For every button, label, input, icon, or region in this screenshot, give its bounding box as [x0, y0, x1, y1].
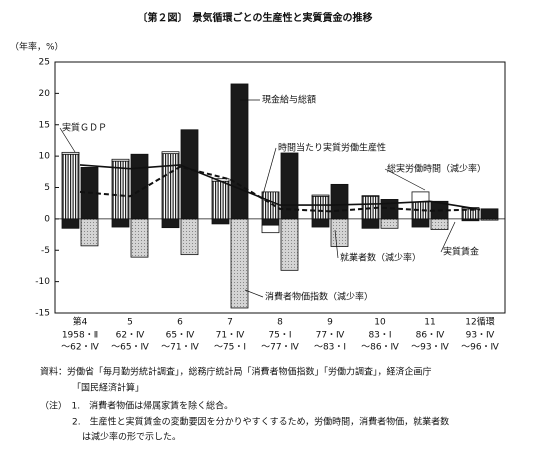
leader-line: [261, 147, 277, 199]
bar: [261, 218, 280, 226]
x-tick-period: 65・Ⅳ: [166, 331, 195, 341]
y-axis-label: （年率，%）: [10, 41, 64, 53]
note: 「国民経済計算」: [72, 382, 144, 394]
x-tick-label: 12循環: [465, 316, 494, 328]
x-tick-period: ～86・Ⅳ: [361, 343, 399, 353]
bar: [211, 180, 230, 220]
bar: [61, 151, 80, 155]
x-tick-period: ～62・Ⅳ: [61, 343, 99, 353]
bar: [380, 218, 399, 229]
bar: [111, 160, 130, 220]
x-tick-period: 83・Ⅰ: [368, 331, 391, 341]
series-label: 現金給与総額: [262, 94, 316, 106]
leader-line: [59, 127, 76, 153]
x-tick-period: 93・Ⅳ: [466, 331, 495, 341]
leader-line: [334, 229, 339, 259]
note: 資料：労働省「毎月勤労統計調査」，総務庁統計局「消費者物価指数」「労働力調査」，…: [40, 366, 432, 378]
x-tick-period: 77・Ⅳ: [316, 331, 345, 341]
x-tick-label: 第4: [73, 316, 88, 328]
bar: [411, 191, 430, 203]
x-tick-period: 1958・Ⅱ: [62, 331, 98, 341]
bar: [80, 218, 99, 247]
bar: [230, 83, 249, 220]
x-tick-period: 86・Ⅳ: [416, 331, 445, 341]
bar: [311, 195, 330, 220]
x-tick-period: 71・Ⅳ: [216, 331, 245, 341]
x-tick-period: ～71・Ⅳ: [161, 343, 199, 353]
bar: [330, 183, 349, 220]
x-tick-period: 62・Ⅳ: [116, 331, 145, 341]
leader-line: [384, 168, 426, 191]
bar: [180, 129, 199, 220]
bar: [311, 194, 330, 197]
bar: [161, 218, 180, 229]
y-tick-label: 25: [39, 58, 50, 68]
x-tick-label: 10: [374, 318, 386, 328]
bar: [280, 218, 299, 271]
bar: [411, 218, 430, 228]
x-tick-label: 7: [227, 318, 233, 328]
x-tick-label: 11: [424, 318, 435, 328]
y-tick-label: 5: [44, 183, 50, 193]
y-tick-label: -10: [35, 277, 50, 287]
x-tick-label: 8: [277, 318, 283, 328]
bar: [61, 218, 80, 229]
x-tick-label: 6: [177, 318, 183, 328]
bar: [111, 158, 130, 162]
x-tick-period: 75・Ⅰ: [268, 331, 291, 341]
x-tick-period: ～65・Ⅳ: [111, 343, 149, 353]
bar: [161, 151, 180, 155]
bar: [211, 218, 230, 225]
chart-title: 〔第２図〕 景気循環ごとの生産性と実質賃金の推移: [138, 11, 373, 24]
bar: [230, 218, 249, 309]
bar: [261, 224, 280, 234]
bar: [311, 218, 330, 228]
line: [79, 164, 481, 211]
bar: [180, 218, 199, 256]
x-tick-label: 5: [127, 318, 133, 328]
bar: [361, 195, 380, 197]
note: 2. 生産性と実質賃金の変動要因を分かりやすくするため，労働時間，消費者物価，就…: [72, 416, 449, 428]
x-tick-label: 9: [327, 318, 333, 328]
y-tick-label: -5: [41, 246, 50, 256]
x-tick-period: ～96・Ⅳ: [461, 343, 499, 353]
x-tick-period: ～77・Ⅳ: [261, 343, 299, 353]
bar: [261, 191, 280, 220]
bar: [161, 153, 180, 220]
y-tick-label: 0: [44, 214, 50, 224]
y-tick-label: -15: [35, 309, 50, 319]
y-tick-label: 10: [39, 152, 51, 162]
leader-line: [440, 221, 456, 253]
bar: [430, 218, 449, 230]
bar: [61, 153, 80, 220]
series-label: 就業者数（減少率）: [340, 252, 421, 264]
bar: [111, 218, 130, 228]
line: [79, 165, 481, 213]
y-tick-label: 20: [39, 89, 51, 99]
series-label: 実質ＧＤＰ: [62, 122, 107, 134]
x-tick-period: ～75・Ⅰ: [214, 343, 246, 353]
bar: [361, 218, 380, 229]
x-tick-period: ～93・Ⅳ: [411, 343, 449, 353]
series-label: 実質賃金: [443, 246, 479, 258]
x-tick-period: ～83・Ⅰ: [314, 343, 346, 353]
series-label: 消費者物価指数（減少率）: [265, 291, 373, 303]
series-label: 総実労働時間（減少率）: [387, 163, 486, 175]
note: は減少率の形で示した。: [82, 431, 181, 443]
leader-line: [244, 289, 264, 298]
bar: [480, 208, 499, 220]
series-label: 時間当たり実質労働生産性: [278, 142, 386, 154]
y-tick-label: 15: [39, 120, 50, 130]
bar: [130, 218, 149, 258]
bar: [330, 218, 349, 247]
note: （注） 1. 消費者物価は帰属家賃を除く総合。: [40, 400, 233, 412]
